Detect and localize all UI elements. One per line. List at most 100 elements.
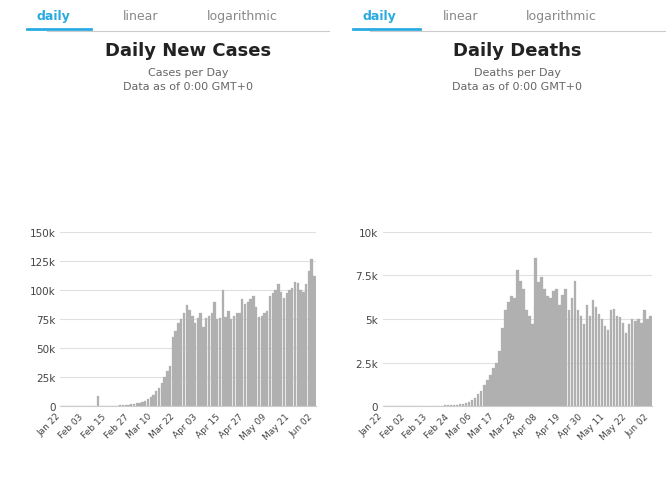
- Bar: [119, 406, 122, 407]
- Bar: [216, 319, 218, 407]
- Bar: [507, 302, 509, 407]
- Bar: [437, 406, 440, 407]
- Bar: [210, 314, 213, 407]
- Bar: [486, 380, 489, 407]
- Bar: [153, 395, 155, 407]
- Bar: [498, 351, 501, 407]
- Bar: [124, 405, 127, 407]
- Bar: [296, 284, 299, 407]
- Bar: [447, 405, 450, 407]
- Bar: [456, 405, 458, 407]
- Bar: [258, 317, 260, 407]
- Bar: [188, 310, 191, 407]
- Bar: [185, 305, 188, 407]
- Bar: [631, 319, 634, 407]
- Bar: [205, 318, 208, 407]
- Bar: [252, 296, 255, 407]
- Bar: [155, 392, 157, 407]
- Bar: [133, 404, 135, 407]
- Bar: [144, 401, 146, 407]
- Bar: [465, 403, 468, 407]
- Bar: [471, 400, 473, 407]
- Bar: [459, 404, 462, 407]
- Bar: [149, 397, 152, 407]
- Bar: [286, 294, 288, 407]
- Bar: [423, 406, 425, 407]
- Bar: [564, 290, 567, 407]
- Bar: [552, 291, 555, 407]
- Bar: [571, 299, 573, 407]
- Bar: [558, 305, 561, 407]
- Bar: [213, 302, 216, 407]
- Bar: [114, 406, 116, 407]
- Bar: [244, 304, 246, 407]
- Bar: [425, 406, 428, 407]
- Bar: [200, 314, 202, 407]
- Bar: [141, 402, 144, 407]
- Bar: [183, 314, 185, 407]
- Bar: [263, 314, 265, 407]
- Bar: [111, 406, 113, 407]
- Bar: [510, 297, 513, 407]
- Bar: [435, 406, 437, 407]
- Bar: [643, 311, 646, 407]
- Bar: [495, 363, 497, 407]
- Bar: [585, 305, 588, 407]
- Bar: [534, 258, 537, 407]
- Bar: [230, 319, 233, 407]
- Bar: [180, 319, 182, 407]
- Bar: [595, 307, 597, 407]
- Bar: [646, 319, 648, 407]
- Bar: [222, 290, 224, 407]
- Bar: [163, 378, 166, 407]
- Bar: [441, 406, 444, 407]
- Bar: [266, 311, 268, 407]
- Bar: [310, 259, 313, 407]
- Bar: [302, 293, 304, 407]
- Bar: [628, 325, 630, 407]
- Bar: [540, 278, 543, 407]
- Bar: [247, 302, 249, 407]
- Bar: [550, 299, 552, 407]
- Bar: [219, 318, 221, 407]
- Bar: [224, 317, 227, 407]
- Bar: [522, 290, 525, 407]
- Text: Daily New Cases: Daily New Cases: [105, 42, 271, 60]
- Bar: [308, 272, 310, 407]
- Bar: [429, 406, 431, 407]
- Bar: [197, 318, 199, 407]
- Bar: [538, 283, 540, 407]
- Bar: [130, 404, 132, 407]
- Bar: [138, 403, 140, 407]
- Bar: [579, 316, 582, 407]
- Bar: [136, 404, 138, 407]
- Bar: [622, 323, 624, 407]
- Bar: [462, 404, 464, 407]
- Text: linear: linear: [124, 11, 159, 23]
- Bar: [116, 406, 118, 407]
- Text: daily: daily: [37, 11, 71, 23]
- Bar: [607, 330, 610, 407]
- Bar: [567, 311, 570, 407]
- Bar: [431, 406, 434, 407]
- Bar: [601, 319, 603, 407]
- Text: daily: daily: [363, 11, 396, 23]
- Text: logarithmic: logarithmic: [206, 11, 278, 23]
- Bar: [501, 328, 503, 407]
- Bar: [194, 323, 196, 407]
- Bar: [283, 299, 285, 407]
- Bar: [556, 290, 558, 407]
- Bar: [202, 328, 204, 407]
- Text: linear: linear: [443, 11, 478, 23]
- Bar: [236, 314, 238, 407]
- Bar: [597, 314, 600, 407]
- Bar: [444, 406, 446, 407]
- Bar: [616, 316, 618, 407]
- Bar: [269, 296, 271, 407]
- Bar: [474, 398, 476, 407]
- Bar: [546, 297, 549, 407]
- Bar: [291, 288, 294, 407]
- Bar: [208, 316, 210, 407]
- Bar: [271, 294, 274, 407]
- Bar: [516, 271, 519, 407]
